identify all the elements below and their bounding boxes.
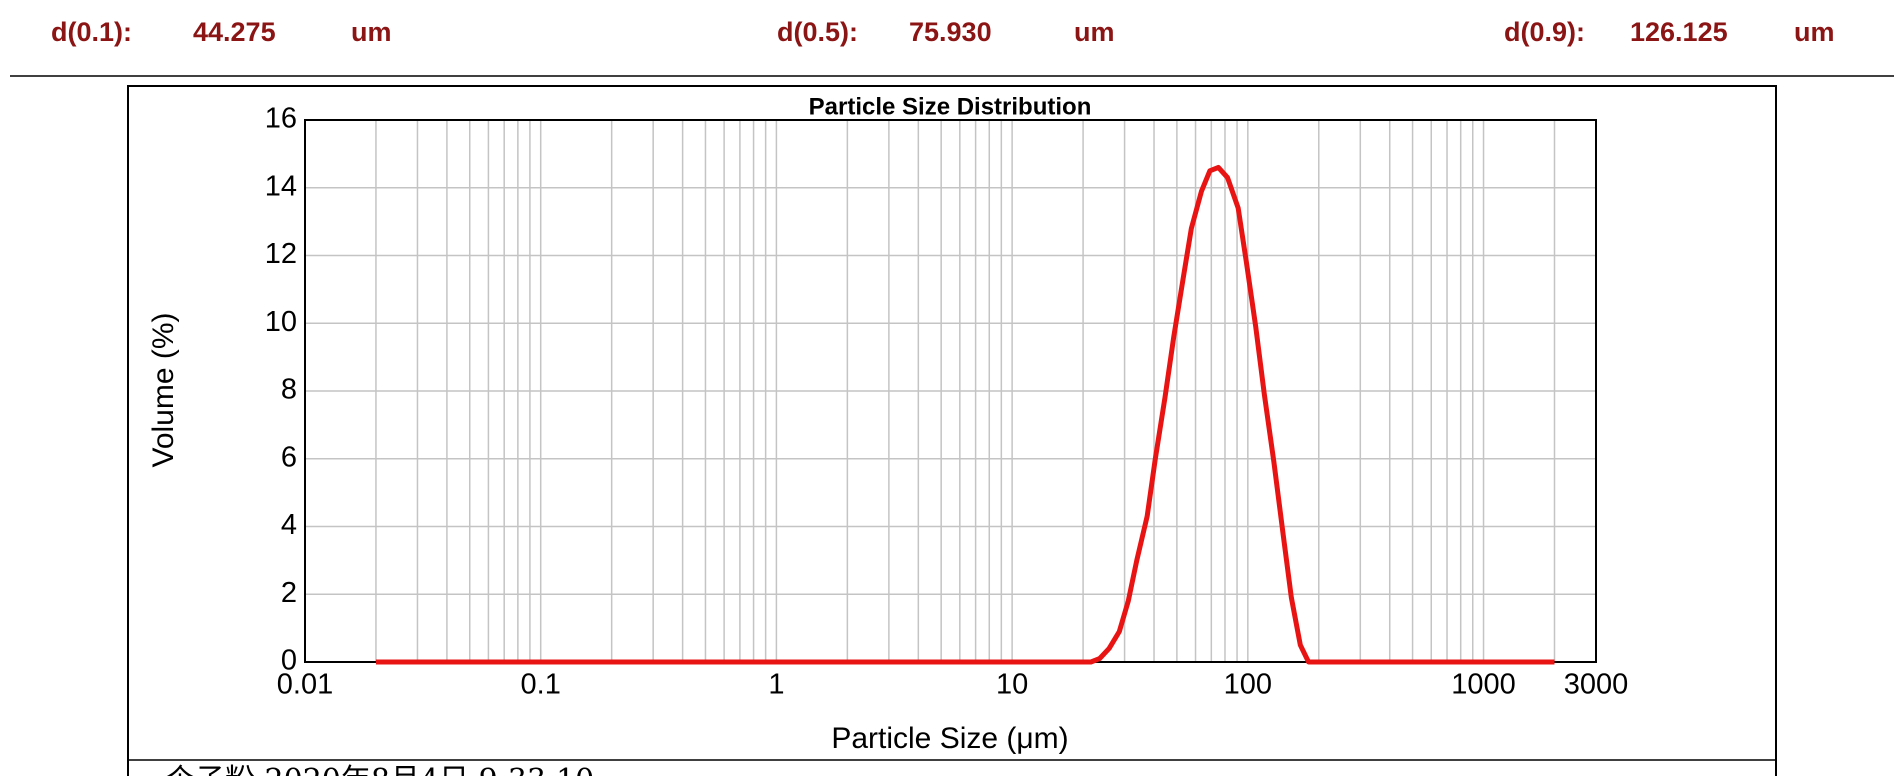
data-line xyxy=(375,164,1555,665)
footer-text: 个子粉 2020年8月4日 9:33:10 xyxy=(165,763,594,776)
y-tick-label: 0 xyxy=(281,645,297,677)
x-tick-label: 1 xyxy=(768,669,784,701)
x-tick-label: 1000 xyxy=(1451,669,1516,701)
stat-value: 75.930 xyxy=(909,17,992,47)
x-tick-label: 100 xyxy=(1224,669,1272,701)
y-tick-label: 12 xyxy=(265,238,297,270)
x-tick-label: 0.1 xyxy=(521,669,561,701)
chart-frame xyxy=(127,85,1777,776)
x-axis-label: Particle Size (μm) xyxy=(831,722,1068,755)
y-tick-label: 6 xyxy=(281,441,297,473)
y-tick-label: 4 xyxy=(281,509,297,541)
stat-value: 126.125 xyxy=(1630,17,1728,47)
stat-value: 44.275 xyxy=(193,17,276,47)
stat-unit: um xyxy=(1794,17,1835,47)
stat-label: d(0.9): xyxy=(1504,17,1585,47)
chart-title: Particle Size Distribution xyxy=(809,93,1092,120)
stat-unit: um xyxy=(1074,17,1115,47)
x-tick-label: 10 xyxy=(996,669,1028,701)
x-tick-label: 0.01 xyxy=(277,669,333,701)
y-axis-label: Volume (%) xyxy=(147,312,180,467)
stat-unit: um xyxy=(351,17,392,47)
stat-label: d(0.5): xyxy=(777,17,858,47)
y-tick-label: 16 xyxy=(265,103,297,135)
y-tick-label: 10 xyxy=(265,306,297,338)
stat-label: d(0.1): xyxy=(51,17,132,47)
y-tick-label: 14 xyxy=(265,170,297,202)
y-tick-label: 8 xyxy=(281,374,297,406)
x-tick-label: 3000 xyxy=(1564,669,1629,701)
y-tick-label: 2 xyxy=(281,577,297,609)
